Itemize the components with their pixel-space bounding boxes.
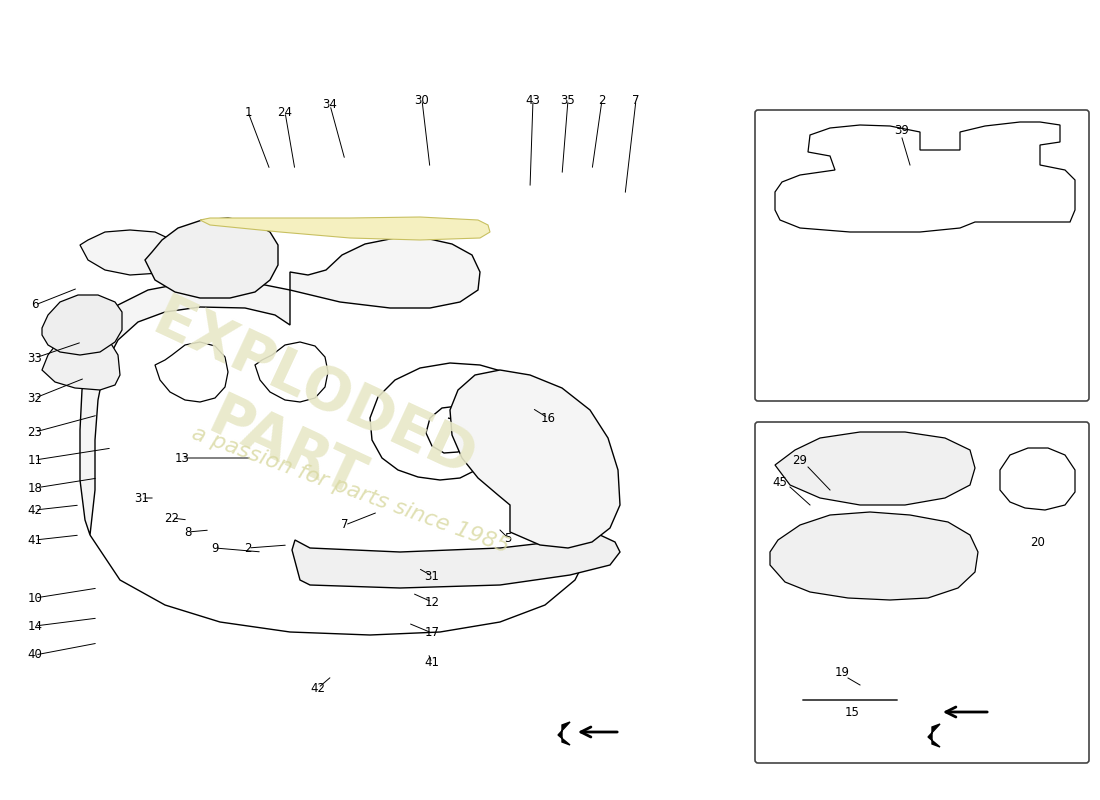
Text: 22: 22 [165,511,179,525]
Text: 20: 20 [1031,537,1045,550]
Text: a passion for parts since 1985: a passion for parts since 1985 [188,423,512,557]
Polygon shape [770,512,978,600]
Polygon shape [145,218,278,298]
Text: 43: 43 [526,94,540,106]
Polygon shape [292,535,620,588]
Text: 8: 8 [185,526,191,538]
Text: 40: 40 [28,649,43,662]
Polygon shape [558,722,570,745]
Text: 32: 32 [28,391,43,405]
Text: 15: 15 [845,706,859,718]
Text: 31: 31 [425,570,439,582]
Text: 18: 18 [28,482,43,494]
FancyBboxPatch shape [755,110,1089,401]
Text: 6: 6 [31,298,38,311]
Text: 39: 39 [894,123,910,137]
Polygon shape [450,370,620,548]
Text: 7: 7 [632,94,640,106]
Text: 14: 14 [28,619,43,633]
Polygon shape [42,335,120,390]
Text: 34: 34 [322,98,338,111]
Polygon shape [290,238,480,308]
Text: 41: 41 [28,534,43,546]
Polygon shape [80,280,290,535]
Text: 19: 19 [835,666,849,678]
Text: 10: 10 [28,591,43,605]
Text: 1: 1 [244,106,252,118]
Polygon shape [42,295,122,355]
Text: 2: 2 [244,542,252,554]
Text: 17: 17 [425,626,440,639]
Polygon shape [776,432,975,505]
Text: 33: 33 [28,351,43,365]
Text: 5: 5 [504,531,512,545]
Text: 31: 31 [134,491,150,505]
Text: EXPLODED
PART: EXPLODED PART [116,290,484,550]
Polygon shape [200,217,490,240]
Text: 11: 11 [28,454,43,466]
Text: 13: 13 [175,451,189,465]
Text: 41: 41 [425,657,440,670]
Text: 16: 16 [540,411,556,425]
Polygon shape [928,724,940,747]
FancyBboxPatch shape [755,422,1089,763]
Text: 35: 35 [561,94,575,106]
Text: 24: 24 [277,106,293,118]
Text: 45: 45 [772,475,788,489]
Text: 30: 30 [415,94,429,106]
Text: 42: 42 [28,503,43,517]
Text: 29: 29 [792,454,807,466]
Text: 12: 12 [425,595,440,609]
Text: 2: 2 [598,94,606,106]
Text: 9: 9 [211,542,219,554]
Polygon shape [80,230,178,275]
Text: 7: 7 [341,518,349,531]
Text: 42: 42 [310,682,326,694]
Text: 23: 23 [28,426,43,438]
